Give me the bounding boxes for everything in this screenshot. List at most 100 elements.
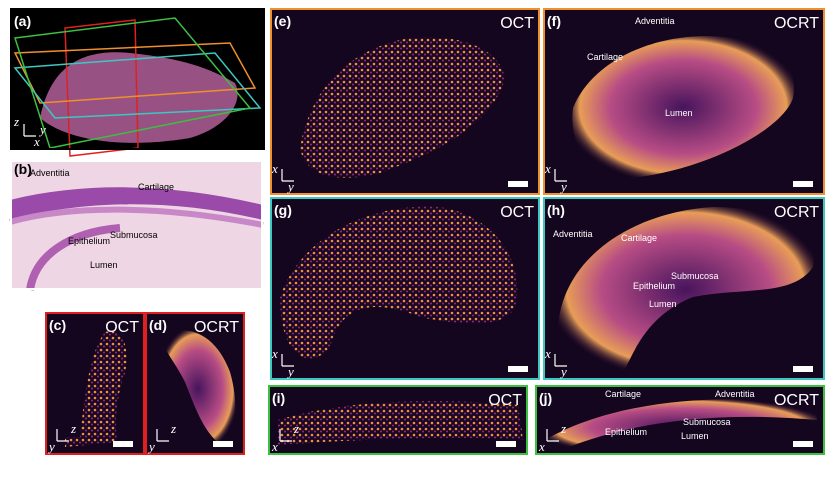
scale-bar (496, 441, 516, 447)
panel-label: (a) (14, 13, 31, 29)
panel-label: (f) (547, 13, 561, 29)
panel: (j) OCRT Cartilage Adventitia Submucosa Epith… (535, 385, 825, 455)
axis-arrows (554, 169, 567, 182)
annotation: Epithelium (605, 427, 647, 437)
image-content (558, 207, 814, 372)
panel-border (10, 8, 265, 150)
scale-bar (508, 366, 528, 372)
panel-title: OCRT (774, 15, 819, 32)
axis-label: y (47, 439, 55, 454)
panel-title: OCRT (774, 392, 819, 409)
panel: (a) z yx (10, 8, 265, 157)
plane (13, 52, 262, 119)
panel-background (10, 160, 263, 290)
axis-label: x (538, 439, 545, 454)
axis-arrows (281, 169, 294, 182)
panel-label: (j) (539, 390, 552, 406)
panel-label: (h) (547, 202, 565, 218)
axis-label: y (38, 122, 46, 137)
image-content (160, 330, 236, 447)
panel: (d) OCRT zy (145, 312, 245, 455)
panel: (h) OCRT Cartilage Adventitia SubmucosaEpith… (543, 197, 825, 380)
axis-arrows (156, 429, 169, 442)
axis-label: x (271, 161, 278, 176)
image-content (572, 36, 794, 179)
axis-arrows (23, 124, 36, 137)
annotation: Adventitia (553, 229, 593, 239)
annotation: Lumen (665, 108, 693, 118)
scale-bar (113, 441, 133, 447)
axis-label: y (559, 364, 567, 379)
axis-label: z (13, 114, 19, 129)
panel-label: (c) (49, 317, 66, 333)
panel-border (543, 8, 825, 195)
panel: (f) OCRT Adventitia Cartilage Lumen xy (543, 8, 825, 195)
axis-label: x (271, 439, 278, 454)
axis-arrows (279, 429, 292, 442)
annotation: Submucosa (110, 230, 158, 240)
panel: (i) OCT zx (268, 385, 528, 455)
axis-label: z (170, 421, 176, 436)
panel: (c) OCT zy (45, 312, 145, 455)
panel-label: (d) (149, 317, 167, 333)
panel-border (45, 312, 145, 455)
panel-border (535, 385, 825, 455)
image-content (65, 331, 127, 447)
axis-arrows (554, 354, 567, 367)
annotation: Adventitia (30, 168, 70, 178)
annotation: Epithelium (68, 236, 110, 246)
panel-border (10, 160, 263, 290)
annotation: Submucosa (683, 417, 731, 427)
axis-label: y (147, 439, 155, 454)
axis-arrows (546, 429, 559, 442)
panel-label: (e) (274, 13, 291, 29)
panel-title: OCRT (194, 319, 239, 336)
axis-label: x (544, 346, 551, 361)
panel: (g) OCT xy (270, 197, 540, 380)
panel: (e) OCT xy (270, 8, 540, 195)
panel-border (543, 197, 825, 380)
annotation: Cartilage (138, 182, 174, 192)
annotation: Lumen (649, 299, 677, 309)
axis-label: x (271, 346, 278, 361)
axis-label: y (286, 364, 294, 379)
image-content (280, 206, 518, 359)
axis-label: z (293, 421, 299, 436)
panel-border (270, 197, 540, 380)
panel: (b)Adventitia Cartilage EpitheliumSubmucos… (9, 160, 264, 291)
panel-label: (b) (14, 161, 32, 177)
annotation: Epithelium (633, 281, 675, 291)
tissue-band (26, 224, 121, 291)
annotation: Adventitia (635, 16, 675, 26)
tissue-band (9, 206, 264, 228)
panel-title: OCT (500, 15, 534, 32)
panel-label: (i) (272, 390, 285, 406)
axis-label: x (33, 134, 40, 149)
plane (14, 17, 252, 149)
image-content (545, 399, 817, 455)
axis-label: z (560, 421, 566, 436)
axis-label: x (544, 161, 551, 176)
tissue-band (10, 187, 263, 220)
image-content (300, 37, 505, 178)
axis-label: z (70, 421, 76, 436)
scale-bar (213, 441, 233, 447)
scale-bar (793, 181, 813, 187)
annotation: Lumen (681, 431, 709, 441)
scale-bar (508, 181, 528, 187)
axis-arrows (281, 354, 294, 367)
panel-title: OCT (488, 392, 522, 409)
annotation: Submucosa (671, 271, 719, 281)
panel-title: OCT (105, 319, 139, 336)
scale-bar (793, 366, 813, 372)
axis-label: y (286, 179, 294, 194)
panel-title: OCT (500, 204, 534, 221)
scale-bar (793, 441, 813, 447)
panel-title: OCRT (774, 204, 819, 221)
annotation: Adventitia (715, 389, 755, 399)
axis-arrows (56, 429, 69, 442)
image-content (278, 400, 523, 445)
axis-label: y (559, 179, 567, 194)
panel-label: (g) (274, 202, 292, 218)
